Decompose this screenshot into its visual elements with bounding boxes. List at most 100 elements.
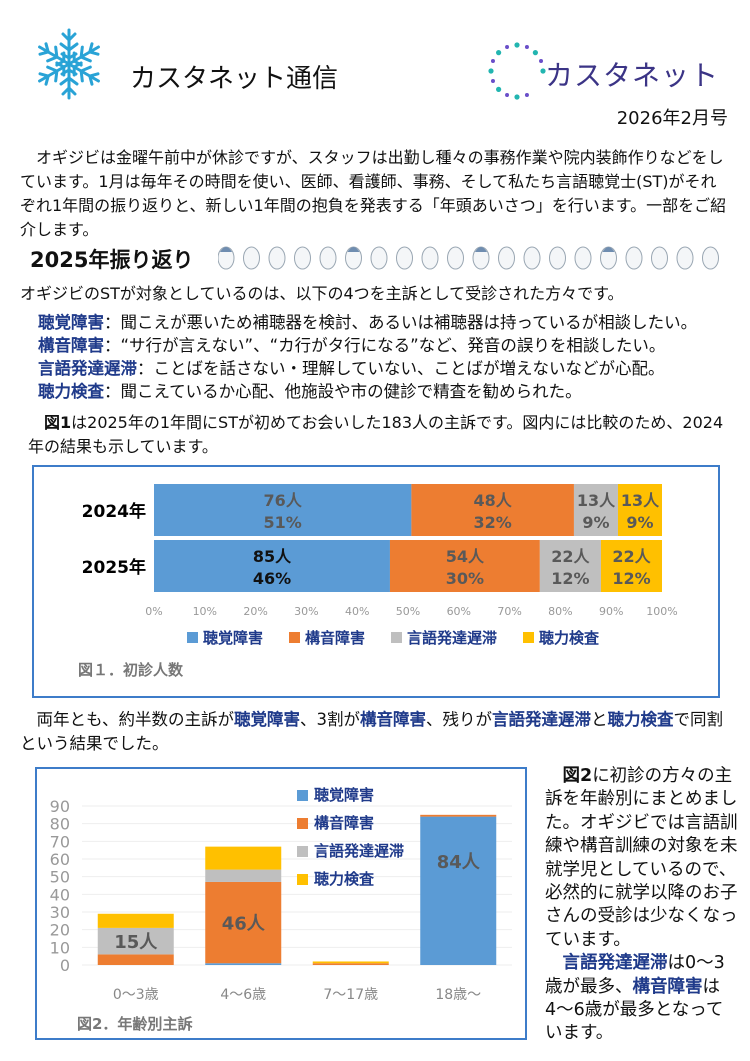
legend-swatch — [187, 632, 198, 643]
text: は2025年の1年間にSTが初めてお会いした183人の主訴です。図内には比較のた… — [28, 413, 724, 456]
x-tick-label: 20% — [243, 605, 267, 618]
legend-label: 構音障害 — [305, 629, 366, 647]
animal-icon — [268, 246, 286, 270]
intro-paragraph: オギジビは金曜午前中が休診ですが、スタッフは出勤し種々の事務作業や院内装飾作りな… — [20, 148, 727, 239]
y-tick-label: 80 — [50, 815, 70, 834]
text: 、3割が — [300, 710, 361, 729]
animal-icon — [447, 246, 464, 270]
penguin-head — [220, 247, 232, 252]
x-tick-label: 0〜3歳 — [113, 987, 159, 1003]
bar-segment — [205, 846, 282, 870]
fig2-description: 図2に初診の方々の主訴を年齢別にまとめました。オギジビでは言語訓練や構音訓練の対… — [545, 765, 740, 1046]
x-tick-label: 7〜17歳 — [323, 987, 378, 1003]
legend-label: 言語発達遅滞 — [314, 842, 404, 860]
bar-segment — [617, 484, 662, 536]
legend-item: 構音障害 — [289, 627, 365, 648]
data-label: 15人 — [114, 932, 158, 953]
term: 聴力検査 — [607, 710, 674, 729]
animal-icon — [243, 246, 260, 270]
data-label: 12% — [551, 569, 589, 588]
x-tick-label: 0% — [145, 605, 162, 618]
legend-label: 言語発達遅滞 — [407, 629, 498, 647]
text: は4〜6歳が最多となっています。 — [545, 976, 724, 1044]
logo-dot — [532, 50, 538, 56]
animal-icon — [702, 246, 719, 270]
term: 言語発達遅滞 — [492, 710, 592, 729]
text: は0〜3歳が最多、 — [545, 953, 725, 997]
section-lead: オギジビのSTが対象としているのは、以下の4つを主訴として受診された方々です。 — [20, 284, 624, 303]
logo-dot — [540, 68, 546, 74]
logo-text: カスタネット — [545, 59, 720, 92]
legend-swatch — [297, 818, 308, 829]
data-label: 22人 — [612, 547, 651, 566]
x-tick-label: 100% — [646, 605, 677, 618]
bar-segment — [312, 963, 389, 965]
animal-icon — [319, 246, 337, 270]
x-tick-label: 70% — [497, 605, 521, 618]
data-label: 32% — [474, 513, 512, 532]
logo-dot — [514, 42, 520, 48]
data-label: 54人 — [446, 547, 485, 566]
legend-swatch — [523, 632, 535, 643]
bar-segment — [411, 484, 574, 536]
chart-1: 2024年 76人 51% 48人 32% 13人 9% 13人 9% 2025年 85人 46% 54… — [82, 484, 678, 618]
complaint-item: 聴力検査：聞こえているか心配、他施設や市の健診で精査を勧められた。 — [38, 380, 697, 403]
desc: ：聞こえているか心配、他施設や市の健診で精査を勧められた。 — [104, 382, 582, 401]
bar-segment — [97, 913, 174, 928]
data-label: 12% — [612, 569, 650, 588]
bar-segment — [600, 540, 662, 592]
chart-1-legend: 聴覚障害 構音障害 言語発達遅滞 聴力検査 — [187, 627, 599, 648]
animal-icon — [676, 246, 694, 270]
y-tick-label: 20 — [50, 921, 70, 940]
summary-paragraph: 両年とも、約半数の主訴が聴覚障害、3割が構音障害、残りが言語発達遅滞と聴力検査で… — [20, 708, 732, 756]
term: 構音障害 — [632, 976, 703, 997]
x-tick-label: 4〜6歳 — [220, 987, 266, 1003]
legend-swatch — [289, 632, 301, 643]
legend-label: 聴覚障害 — [314, 786, 374, 804]
legend-label: 聴力検査 — [314, 870, 375, 888]
x-tick-label: 40% — [345, 605, 369, 618]
issue-date: 2026年2月号 — [616, 108, 728, 129]
text: と — [591, 710, 608, 729]
newsletter-title: カスタネット通信 — [130, 64, 339, 94]
complaint-item: 構音障害：“サ行が言えない”、“カ行がタ行になる”など、発音の誤りを相談したい。 — [38, 334, 697, 357]
animal-icon — [625, 246, 643, 270]
x-tick-label: 50% — [396, 605, 420, 618]
complaint-list: 聴覚障害：聞こえが悪いため補聴器を検討、あるいは補聴器は持っているが相談したい。… — [38, 311, 697, 403]
bar-segment — [312, 961, 389, 964]
category-label: 2025年 — [82, 557, 146, 578]
bar-segment — [205, 963, 282, 965]
legend-label: 聴覚障害 — [203, 629, 264, 647]
bar-segment — [97, 954, 174, 965]
x-tick-label: 90% — [599, 605, 623, 618]
data-label: 84人 — [437, 852, 481, 873]
data-label: 13人 — [621, 491, 660, 510]
x-tick-label: 10% — [193, 605, 217, 618]
animal-icon — [498, 246, 515, 270]
bar-segment — [389, 540, 540, 592]
animal-icon — [421, 246, 439, 270]
logo-dot — [496, 50, 502, 56]
chart-1-caption: 図１．初診人数 — [78, 661, 184, 679]
text: 両年とも、約半数の主訴が — [36, 710, 235, 729]
animal-icon — [574, 246, 592, 270]
y-tick-label: 50 — [50, 868, 70, 887]
y-tick-label: 30 — [50, 903, 70, 922]
term: 構音障害 — [360, 710, 427, 729]
x-tick-label: 80% — [548, 605, 572, 618]
fig-ref: 図1 — [44, 413, 72, 432]
section-heading: 2025年振り返り — [30, 248, 194, 272]
animal-icon — [651, 246, 668, 270]
y-tick-label: 10 — [50, 938, 70, 957]
logo-dot — [524, 44, 529, 49]
data-label: 76人 — [264, 491, 303, 510]
figure-1: 2024年 76人 51% 48人 32% 13人 9% 13人 9% 2025年 85人 46% 54… — [32, 465, 720, 698]
paragraph: 言語発達遅滞は0〜3歳が最多、構音障害は4〜6歳が最多となっています。 — [545, 952, 740, 1046]
bar-segment — [205, 869, 282, 882]
logo-dot — [490, 78, 495, 83]
data-label: 13人 — [577, 491, 616, 510]
animal-icon — [294, 246, 311, 270]
category-label: 2024年 — [82, 501, 146, 522]
x-tick-label: 18歳〜 — [435, 987, 481, 1003]
